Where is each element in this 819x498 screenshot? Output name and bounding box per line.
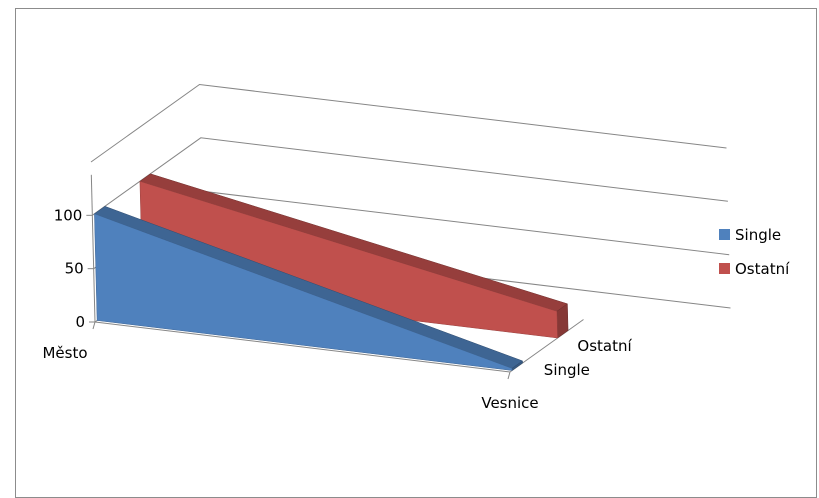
x-axis-line xyxy=(94,321,511,373)
depth-label-0: Single xyxy=(544,361,590,379)
legend-swatch-1 xyxy=(719,263,730,274)
x-tick-0 xyxy=(92,321,96,330)
gridline-3 xyxy=(90,83,727,163)
x-tick-label-0: Město xyxy=(42,344,87,362)
legend-label-1: Ostatní xyxy=(735,260,790,278)
gridline-2 xyxy=(92,137,728,216)
y-tick-label-0: 0 xyxy=(75,313,85,331)
y-tick-label-2: 100 xyxy=(54,206,83,224)
x-tick-1 xyxy=(507,371,511,380)
legend-label-0: Single xyxy=(735,226,781,244)
series-0-front xyxy=(94,213,513,371)
legend-swatch-0 xyxy=(719,229,730,240)
y-axis-line xyxy=(90,174,96,323)
y-tick-label-1: 50 xyxy=(65,260,84,278)
x-tick-label-1: Vesnice xyxy=(481,394,538,412)
depth-label-1: Ostatní xyxy=(577,337,632,355)
